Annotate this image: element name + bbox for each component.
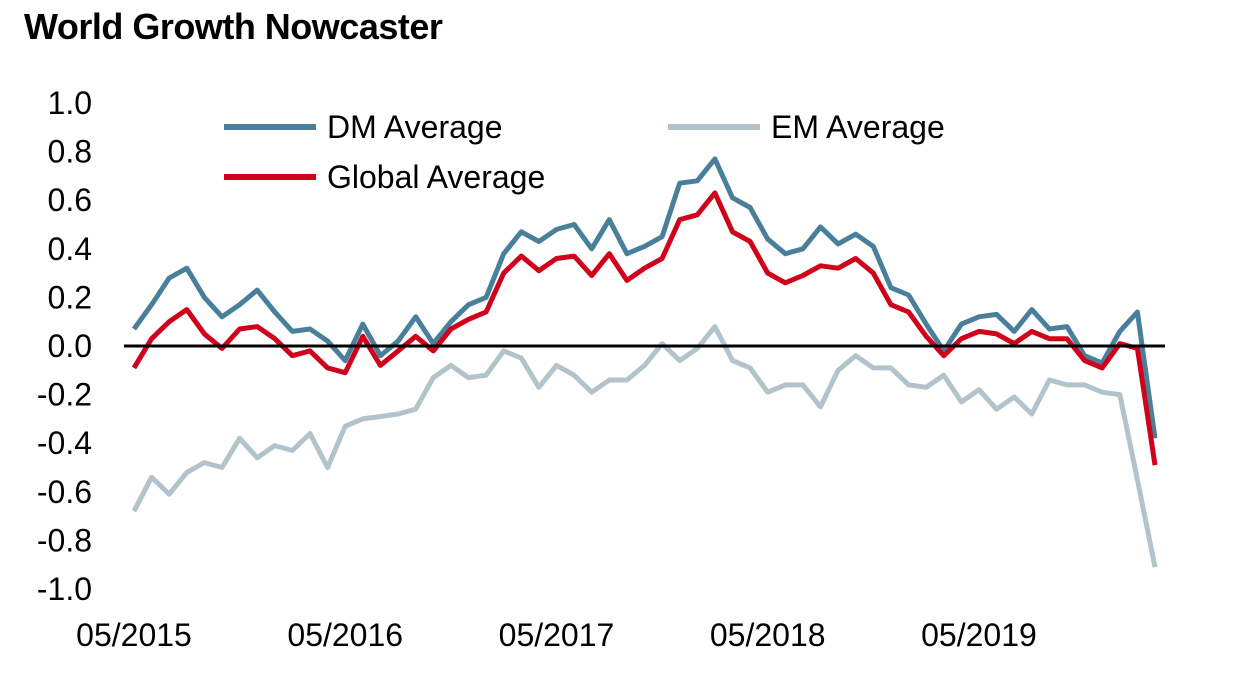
series-line-global-average [131,190,1158,466]
series-group [131,156,1158,568]
x-tick-label: 05/2017 [499,617,615,653]
x-tick-label: 05/2019 [921,617,1037,653]
y-tick-label: -0.2 [37,377,92,413]
x-axis: 05/2015 05/2016 05/2017 05/2018 05/2019 [76,617,1037,653]
y-tick-label: 0.2 [48,279,92,315]
y-tick-label: -0.6 [37,474,92,510]
legend-label-em-average: EM Average [771,109,945,145]
y-tick-label: 0.0 [48,328,92,364]
y-tick-label: 1.0 [48,85,92,121]
series-line-dm-average [131,156,1158,439]
legend-label-dm-average: DM Average [327,109,503,145]
y-axis: 1.0 0.8 0.6 0.4 0.2 0.0 -0.2 -0.4 -0.6 -0.8 -1.0 [37,85,92,607]
x-tick-label: 05/2018 [710,617,826,653]
y-tick-label: -0.4 [37,425,92,461]
legend-label-global-average: Global Average [327,159,545,195]
y-tick-label: -1.0 [37,571,92,607]
y-tick-label: 0.6 [48,182,92,218]
y-tick-label: 0.4 [48,231,92,267]
x-tick-label: 05/2015 [76,617,192,653]
chart-title: World Growth Nowcaster [24,6,443,47]
legend: DM Average EM Average Global Average [224,109,945,195]
x-tick-label: 05/2016 [287,617,403,653]
y-tick-label: 0.8 [48,134,92,170]
series-line-em-average [131,324,1158,568]
y-tick-label: -0.8 [37,522,92,558]
